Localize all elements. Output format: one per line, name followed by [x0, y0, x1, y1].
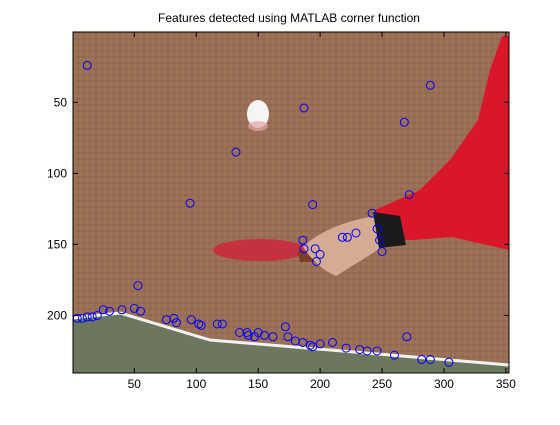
corner-marker	[362, 346, 372, 356]
corner-marker	[87, 312, 97, 322]
corner-marker	[308, 200, 318, 210]
corner-marker	[425, 80, 435, 90]
table-edge-line	[73, 311, 509, 367]
corner-marker	[185, 198, 195, 208]
corner-marker	[305, 340, 315, 350]
figure-title: Features detected using MATLAB corner fu…	[158, 11, 420, 25]
y-tick-label: 150	[47, 237, 67, 251]
ping-pong-ball	[247, 100, 269, 128]
corner-marker	[377, 247, 387, 256]
background-photo	[73, 32, 509, 373]
corner-marker	[367, 208, 377, 218]
corner-marker	[268, 332, 278, 342]
corner-marker	[259, 330, 269, 340]
x-tick-label: 300	[434, 377, 454, 391]
x-tick-label: 150	[248, 377, 268, 391]
corner-marker	[425, 355, 435, 364]
corner-marker	[212, 319, 222, 329]
hand	[303, 215, 398, 276]
corner-marker	[92, 311, 102, 320]
corner-marker	[196, 320, 206, 330]
corner-marker	[444, 357, 454, 367]
corner-marker	[399, 117, 409, 127]
red-sleeve	[375, 36, 509, 250]
corner-marker	[169, 313, 179, 323]
corner-marker	[253, 328, 263, 337]
corner-marker	[311, 257, 321, 266]
corner-marker	[105, 306, 114, 316]
corner-marker	[404, 190, 414, 200]
ball-motion-blur	[248, 121, 268, 131]
corner-marker	[402, 332, 412, 342]
corner-marker	[417, 355, 427, 364]
corner-marker	[389, 350, 399, 360]
corner-marker	[231, 147, 241, 157]
y-tick-label: 200	[47, 308, 67, 322]
corner-marker	[299, 244, 309, 254]
corner-marker	[243, 330, 253, 340]
corner-marker	[341, 343, 351, 353]
corner-marker	[280, 322, 290, 332]
y-tick-label: 50	[54, 95, 68, 109]
corner-marker	[235, 328, 245, 337]
corner-marker	[217, 319, 227, 329]
corner-marker	[171, 318, 181, 328]
corner-marker	[372, 224, 382, 234]
corner-marker	[186, 315, 196, 325]
x-tick-label: 50	[128, 377, 142, 391]
axes-frame	[72, 31, 510, 374]
x-tick-label: 350	[496, 377, 516, 391]
x-axis-ticks: 50 100 150 200 250 300 350	[128, 32, 516, 391]
corner-marker	[372, 346, 382, 356]
corner-markers	[73, 60, 454, 367]
y-tick-label: 100	[47, 166, 67, 180]
corner-marker	[298, 235, 308, 245]
paddle-icon	[213, 239, 307, 261]
corner-marker	[351, 228, 361, 238]
corner-marker	[77, 313, 87, 323]
x-tick-label: 100	[186, 377, 206, 391]
corner-marker	[337, 232, 347, 242]
corner-marker	[375, 235, 385, 245]
corner-marker	[194, 319, 204, 329]
table-surface	[73, 313, 509, 373]
x-tick-label: 200	[310, 377, 330, 391]
corner-marker	[136, 306, 145, 316]
y-axis-ticks: 50 100 150 200	[47, 95, 509, 322]
corner-marker	[98, 305, 108, 315]
corner-marker	[82, 60, 92, 70]
corner-marker	[328, 338, 337, 347]
corner-marker	[315, 339, 325, 349]
corner-marker	[82, 312, 92, 322]
corner-marker	[129, 303, 139, 313]
corner-marker	[299, 103, 309, 113]
corner-marker	[283, 332, 293, 342]
corner-marker	[133, 281, 143, 291]
corner-marker	[315, 249, 325, 259]
x-tick-label: 250	[372, 377, 392, 391]
black-cuff	[373, 212, 406, 248]
corner-marker	[342, 232, 352, 242]
corner-marker	[310, 244, 320, 254]
corner-marker	[117, 305, 127, 315]
